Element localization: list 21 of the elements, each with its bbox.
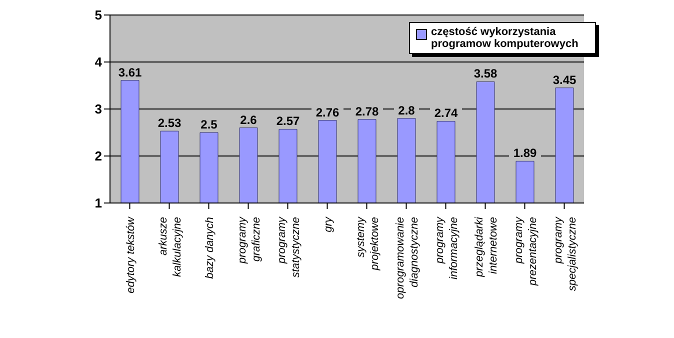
data-label: 2.6 bbox=[240, 112, 258, 127]
y-tick-label: 1 bbox=[94, 196, 102, 211]
y-tick-label: 4 bbox=[94, 54, 103, 70]
data-label: 3.58 bbox=[474, 66, 498, 81]
data-label: 2.5 bbox=[200, 118, 218, 132]
x-tick-label: edytory tekstów bbox=[124, 216, 137, 294]
data-label: 2.8 bbox=[398, 103, 416, 118]
data-label: 3.61 bbox=[118, 65, 142, 80]
data-label: 3.45 bbox=[552, 72, 576, 87]
data-label: 1.89 bbox=[513, 146, 537, 160]
y-tick-label: 3 bbox=[94, 102, 102, 117]
x-tick-label: gry bbox=[322, 216, 334, 232]
data-label: 2.53 bbox=[158, 116, 182, 130]
data-label: 2.74 bbox=[434, 106, 458, 120]
data-label: 2.78 bbox=[355, 104, 379, 118]
data-label: 2.57 bbox=[276, 114, 300, 128]
y-tick-label: 2 bbox=[94, 148, 102, 164]
x-tick-label: bazy danych bbox=[204, 217, 216, 279]
legend-label: częstość wykorzystania programow komputerowych bbox=[431, 26, 580, 50]
y-tick-label: 5 bbox=[94, 8, 102, 23]
data-label: 2.76 bbox=[316, 105, 340, 120]
